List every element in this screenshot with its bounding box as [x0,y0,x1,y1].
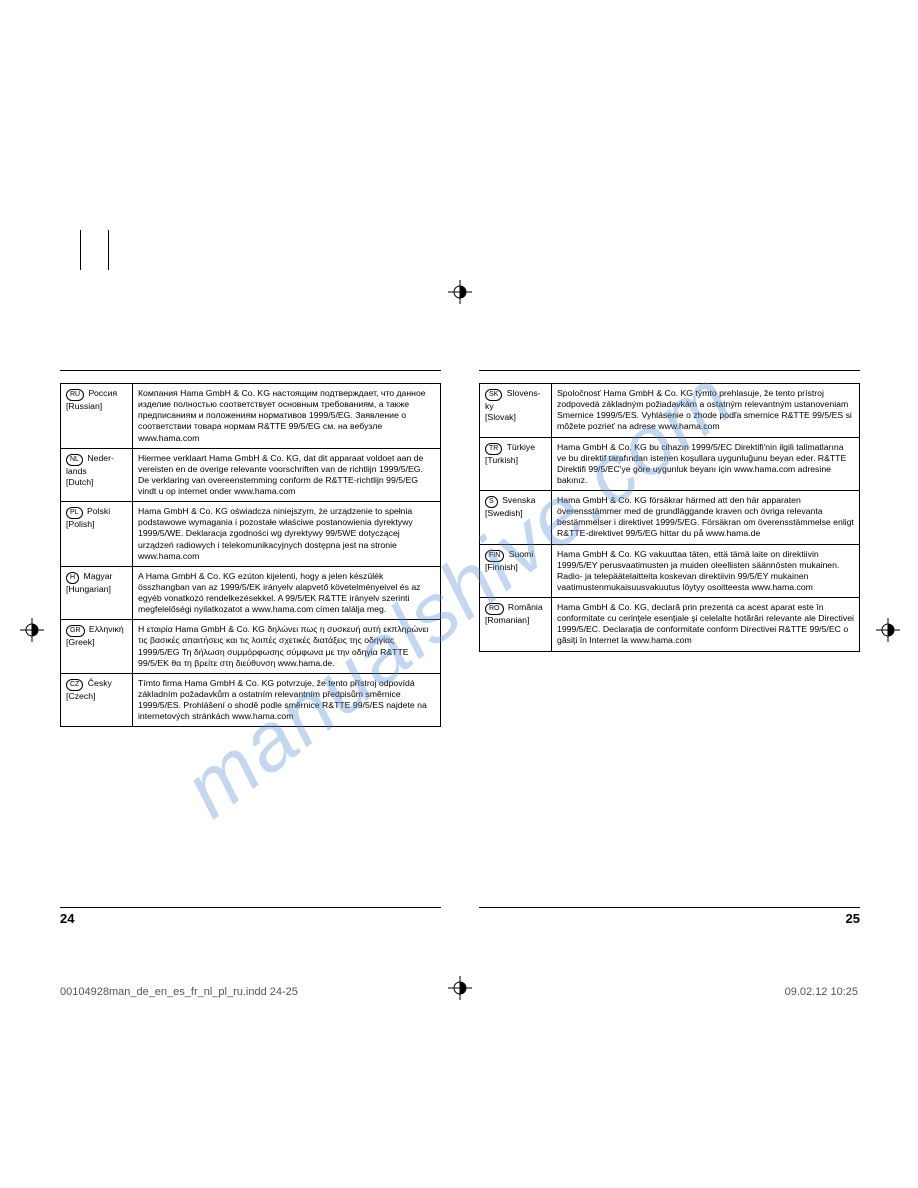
language-code-badge: FIN [485,550,504,562]
language-code-badge: TR [485,443,502,455]
table-row: SK Slovens­ky[Slovak]Spoločnosť Hama Gmb… [480,384,860,438]
language-english-name: [Dutch] [66,477,127,488]
language-english-name: [Turkish] [485,455,546,466]
crop-mark [108,230,109,270]
language-native-name: Ελληνική [89,624,124,634]
language-english-name: [Russian] [66,401,127,412]
language-code-badge: GR [66,625,85,637]
page-spread: RU Россия [Russian] Компания Hama GmbH & C… [60,370,860,900]
table-row: RO România [Romanian] Hama GmbH & Co. KG, … [480,598,860,652]
page-number-right: 25 [846,911,860,926]
language-cell: NL Neder­lands[Dutch] [61,448,133,502]
language-native-name: Polski [87,506,110,516]
footer-timestamp: 09.02.12 10:25 [785,986,858,998]
declaration-text: Η εταιρία Hama GmbH & Co. KG δηλώνει πως… [133,620,441,674]
language-native-name: Россия [89,388,118,398]
table-row: PL Polski [Polish] Hama GmbH & Co. KG oświ… [61,502,441,567]
language-native-name: România [508,602,543,612]
table-row: FIN Suomi [Finnish] Hama GmbH & Co. KG vak… [480,544,860,598]
language-cell: SK Slovens­ky[Slovak] [480,384,552,438]
declaration-text: Hama GmbH & Co. KG vakuuttaa täten, että… [552,544,860,598]
language-english-name: [Romanian] [485,615,546,626]
language-cell: PL Polski [Polish] [61,502,133,567]
page-top-rule [479,370,860,371]
table-row: CZ Česky [Czech] Tímto firma Hama GmbH & C… [61,673,441,727]
language-native-name: Magyar [83,571,112,581]
print-footer: 00104928man_de_en_es_fr_nl_pl_ru.indd 24… [60,986,858,998]
compliance-table-left: RU Россия [Russian] Компания Hama GmbH & C… [60,383,441,727]
declaration-text: Компания Hama GmbH & Co. KG настоящим по… [133,384,441,449]
language-code-badge: CZ [66,679,83,691]
registration-mark-icon [448,280,472,304]
table-row: NL Neder­lands[Dutch]Hiermee verklaart H… [61,448,441,502]
declaration-text: Hama GmbH & Co. KG, declară prin prezent… [552,598,860,652]
language-english-name: [Czech] [66,691,127,702]
language-english-name: [Hungarian] [66,584,127,595]
language-cell: RU Россия [Russian] [61,384,133,449]
compliance-table-right: SK Slovens­ky[Slovak]Spoločnosť Hama Gmb… [479,383,860,652]
language-native-name: Česky [88,678,112,688]
page-top-rule [60,370,441,371]
page-left: RU Россия [Russian] Компания Hama GmbH & C… [60,370,441,900]
language-native-name: Svenska [502,495,535,505]
language-english-name: [Swedish] [485,508,546,519]
language-cell: CZ Česky [Czech] [61,673,133,727]
language-english-name: [Greek] [66,637,127,648]
declaration-text: A Hama GmbH & Co. KG ezúton kijelenti, h… [133,566,441,620]
language-code-badge: H [66,572,79,584]
registration-mark-icon [20,618,44,642]
language-cell: H Magyar [Hungarian] [61,566,133,620]
language-cell: TR Türkiye [Turkish] [480,437,552,491]
table-row: TR Türkiye [Turkish] Hama GmbH & Co. KG bu… [480,437,860,491]
page-right: SK Slovens­ky[Slovak]Spoločnosť Hama Gmb… [479,370,860,900]
declaration-text: Spoločnosť Hama GmbH & Co. KG týmto preh… [552,384,860,438]
language-code-badge: PL [66,507,83,519]
language-cell: FIN Suomi [Finnish] [480,544,552,598]
language-code-badge: S [485,496,498,508]
declaration-text: Hama GmbH & Co. KG bu cihazın 1999/5/EC … [552,437,860,491]
declaration-text: Hama GmbH & Co. KG oświadcza niniejszym,… [133,502,441,567]
language-native-name: Suomi [509,549,534,559]
language-code-badge: RO [485,603,504,615]
declaration-text: Hama GmbH & Co. KG försäkrar härmed att … [552,491,860,545]
language-english-name: [Finnish] [485,562,546,573]
page-bottom-rule [479,907,860,908]
language-cell: RO România [Romanian] [480,598,552,652]
declaration-text: Tímto firma Hama GmbH & Co. KG potvrzuje… [133,673,441,727]
table-row: RU Россия [Russian] Компания Hama GmbH & C… [61,384,441,449]
footer-filename: 00104928man_de_en_es_fr_nl_pl_ru.indd 24… [60,986,298,998]
language-english-name: [Polish] [66,519,127,530]
table-row: GR Ελληνική [Greek] Η εταιρία Hama GmbH & … [61,620,441,674]
language-native-name: Türkiye [507,442,535,452]
language-code-badge: RU [66,389,84,401]
table-row: S Svenska [Swedish] Hama GmbH & Co. KG för… [480,491,860,545]
language-english-name: [Slovak] [485,412,546,423]
crop-mark [80,230,81,270]
language-code-badge: SK [485,389,502,401]
registration-mark-icon [876,618,900,642]
page-number-left: 24 [60,911,74,926]
language-code-badge: NL [66,454,83,466]
table-row: H Magyar [Hungarian] A Hama GmbH & Co. KG … [61,566,441,620]
page-bottom-rule [60,907,441,908]
language-cell: GR Ελληνική [Greek] [61,620,133,674]
language-cell: S Svenska [Swedish] [480,491,552,545]
declaration-text: Hiermee verklaart Hama GmbH & Co. KG, da… [133,448,441,502]
